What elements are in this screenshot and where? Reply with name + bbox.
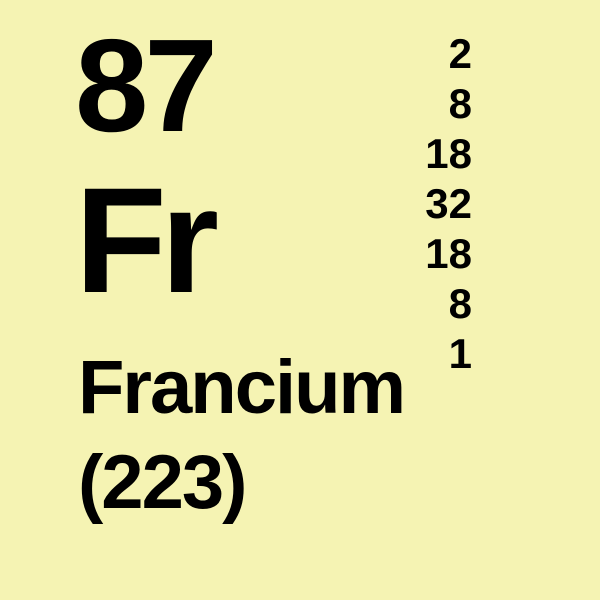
- shell-value: 32: [425, 180, 472, 227]
- element-name: Francium: [78, 350, 404, 426]
- shell-value: 1: [449, 330, 472, 377]
- electron-shells-column: 2 8 18 32 18 8 1: [425, 30, 472, 377]
- shell-value: 8: [449, 280, 472, 327]
- shell-value: 2: [449, 30, 472, 77]
- atomic-number: 87: [75, 20, 214, 152]
- periodic-element-tile: 87 Fr Francium (223) 2 8 18 32 18 8 1: [0, 0, 600, 600]
- shell-value: 8: [449, 80, 472, 127]
- shell-value: 18: [425, 230, 472, 277]
- element-symbol: Fr: [75, 165, 213, 315]
- shell-value: 18: [425, 130, 472, 177]
- atomic-mass: (223): [78, 445, 245, 521]
